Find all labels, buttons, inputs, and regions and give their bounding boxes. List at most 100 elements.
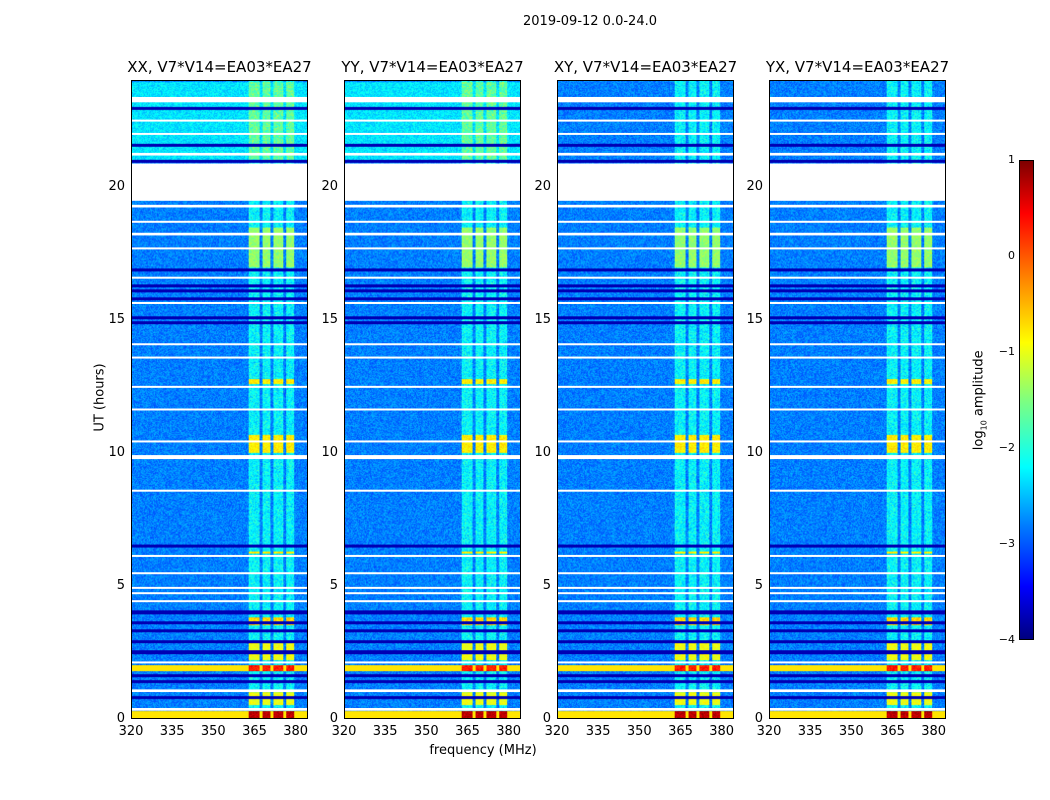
y-tick-label: 5 <box>542 577 551 593</box>
y-axis-label: UT (hours) <box>92 363 108 432</box>
flagged-time-band <box>770 708 945 711</box>
flag-overlay <box>558 96 733 711</box>
flagged-time-band <box>770 119 945 122</box>
y-tick-label: 10 <box>108 444 125 460</box>
flagged-time-band <box>132 554 307 557</box>
flagged-time-band <box>132 586 307 589</box>
panel-title: XY, V7*V14=EA03*EA27 <box>553 58 738 76</box>
flagged-time-band <box>558 152 733 156</box>
flagged-time-band <box>770 301 945 304</box>
y-tick-label: 20 <box>746 178 763 194</box>
x-tick-label: 350 <box>200 724 226 739</box>
y-tick-label: 20 <box>321 178 338 194</box>
flagged-time-band <box>558 689 733 693</box>
waterfall-panel <box>344 80 521 719</box>
y-tick-label: 0 <box>754 711 763 726</box>
flagged-time-band <box>345 96 520 103</box>
flagged-time-band <box>558 132 733 135</box>
x-tick-label: 320 <box>756 724 782 739</box>
flagged-time-band <box>558 385 733 388</box>
flagged-time-band <box>132 301 307 304</box>
flagged-time-band <box>132 220 307 223</box>
flagged-time-band <box>132 119 307 122</box>
flagged-time-band <box>132 96 307 103</box>
flagged-time-band <box>558 204 733 208</box>
flagged-time-band <box>770 572 945 575</box>
flagged-time-band <box>345 247 520 250</box>
flagged-time-band <box>345 385 520 388</box>
panel-title: YY, V7*V14=EA03*EA27 <box>341 58 524 76</box>
colorbar-tick-label: −1 <box>998 345 1015 358</box>
x-tick-label: 335 <box>159 724 185 739</box>
flagged-time-band <box>345 152 520 156</box>
y-tick-label: 20 <box>108 178 125 194</box>
colorbar <box>1019 160 1034 640</box>
flagged-time-band <box>132 132 307 135</box>
x-tick-label: 320 <box>331 724 357 739</box>
flagged-time-band <box>345 572 520 575</box>
flagged-time-band <box>770 276 945 279</box>
flag-overlay <box>345 96 520 711</box>
x-tick-label: 320 <box>544 724 570 739</box>
x-tick-label: 380 <box>921 724 947 739</box>
flagged-time-band <box>770 586 945 589</box>
flagged-time-band <box>770 455 945 460</box>
flagged-time-band <box>770 152 945 156</box>
flagged-time-band <box>132 247 307 250</box>
flagged-time-band <box>770 204 945 208</box>
flagged-time-band <box>558 247 733 250</box>
flagged-time-band <box>345 708 520 711</box>
x-tick-label: 335 <box>372 724 398 739</box>
flagged-time-band <box>132 689 307 693</box>
y-tick-label: 15 <box>321 311 338 327</box>
flagged-time-band <box>345 440 520 443</box>
x-tick-label: 380 <box>709 724 735 739</box>
x-tick-label: 365 <box>668 724 693 739</box>
x-tick-label: 365 <box>242 724 267 739</box>
flagged-time-band <box>770 232 945 236</box>
colorbar-tick-label: −4 <box>998 633 1015 646</box>
flagged-time-band <box>770 592 945 595</box>
flagged-time-band <box>770 163 945 201</box>
x-tick-label: 350 <box>838 724 864 739</box>
flagged-time-band <box>132 592 307 595</box>
flagged-time-band <box>132 163 307 201</box>
y-tick-label: 0 <box>329 711 338 726</box>
flagged-time-band <box>558 592 733 595</box>
y-tick-label: 5 <box>754 577 763 593</box>
flag-overlay <box>132 96 307 711</box>
flagged-time-band <box>345 554 520 557</box>
flagged-time-band <box>345 204 520 208</box>
flagged-time-band <box>770 132 945 135</box>
flagged-time-band <box>558 163 733 201</box>
colorbar-tick-label: −3 <box>998 537 1015 550</box>
flagged-time-band <box>132 152 307 156</box>
flagged-time-band <box>558 661 733 664</box>
flagged-time-band <box>345 220 520 223</box>
flagged-time-band <box>345 132 520 135</box>
flagged-time-band <box>132 408 307 411</box>
colorbar-tick-label: −2 <box>998 441 1015 454</box>
flagged-time-band <box>132 489 307 492</box>
y-tick-label: 0 <box>116 711 125 726</box>
flagged-time-band <box>558 220 733 223</box>
flagged-time-band <box>770 600 945 603</box>
flagged-time-band <box>132 385 307 388</box>
colorbar-tick-label: 1 <box>1008 153 1015 166</box>
x-tick-label: 380 <box>496 724 522 739</box>
flagged-time-band <box>558 708 733 711</box>
flagged-time-band <box>558 119 733 122</box>
flagged-time-band <box>558 572 733 575</box>
flagged-time-band <box>345 489 520 492</box>
waterfall-panel <box>131 80 308 719</box>
y-tick-label: 20 <box>534 178 551 194</box>
flagged-time-band <box>345 163 520 201</box>
y-tick-label: 5 <box>116 577 125 593</box>
flagged-time-band <box>770 689 945 693</box>
flagged-time-band <box>132 343 307 346</box>
flagged-time-band <box>132 356 307 359</box>
x-tick-label: 365 <box>880 724 905 739</box>
flagged-time-band <box>770 247 945 250</box>
x-tick-label: 350 <box>626 724 652 739</box>
